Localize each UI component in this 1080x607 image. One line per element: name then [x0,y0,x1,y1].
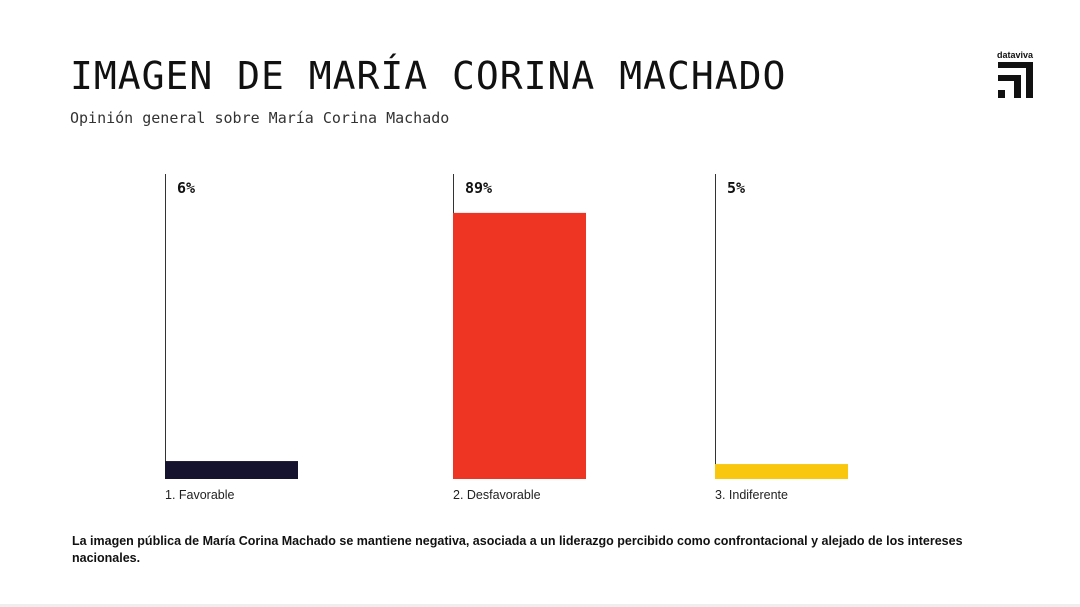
bottom-divider [0,604,1080,607]
category-label: 3. Indiferente [715,488,788,502]
chart-subtitle: Opinión general sobre María Corina Macha… [70,109,450,127]
bar-1 [165,461,298,479]
chart-footnote: La imagen pública de María Corina Machad… [72,534,963,565]
category-label: 2. Desfavorable [453,488,541,502]
brand-name: dataviva [997,50,1034,60]
category-label: 1. Favorable [165,488,235,502]
brand-mark-icon [998,62,1033,98]
bar-value-label: 89% [465,179,492,197]
bar-3 [715,464,848,479]
bar-value-label: 5% [727,179,745,197]
bar-value-label: 6% [177,179,195,197]
bar-2 [453,212,586,479]
bar-chart: 6% 1. Favorable 89% 2. Desfavorable 5% 3. Ind… [165,174,848,502]
brand-logo: dataviva [997,50,1037,102]
chart-title: IMAGEN DE MARÍA CORINA MACHADO [70,54,787,98]
